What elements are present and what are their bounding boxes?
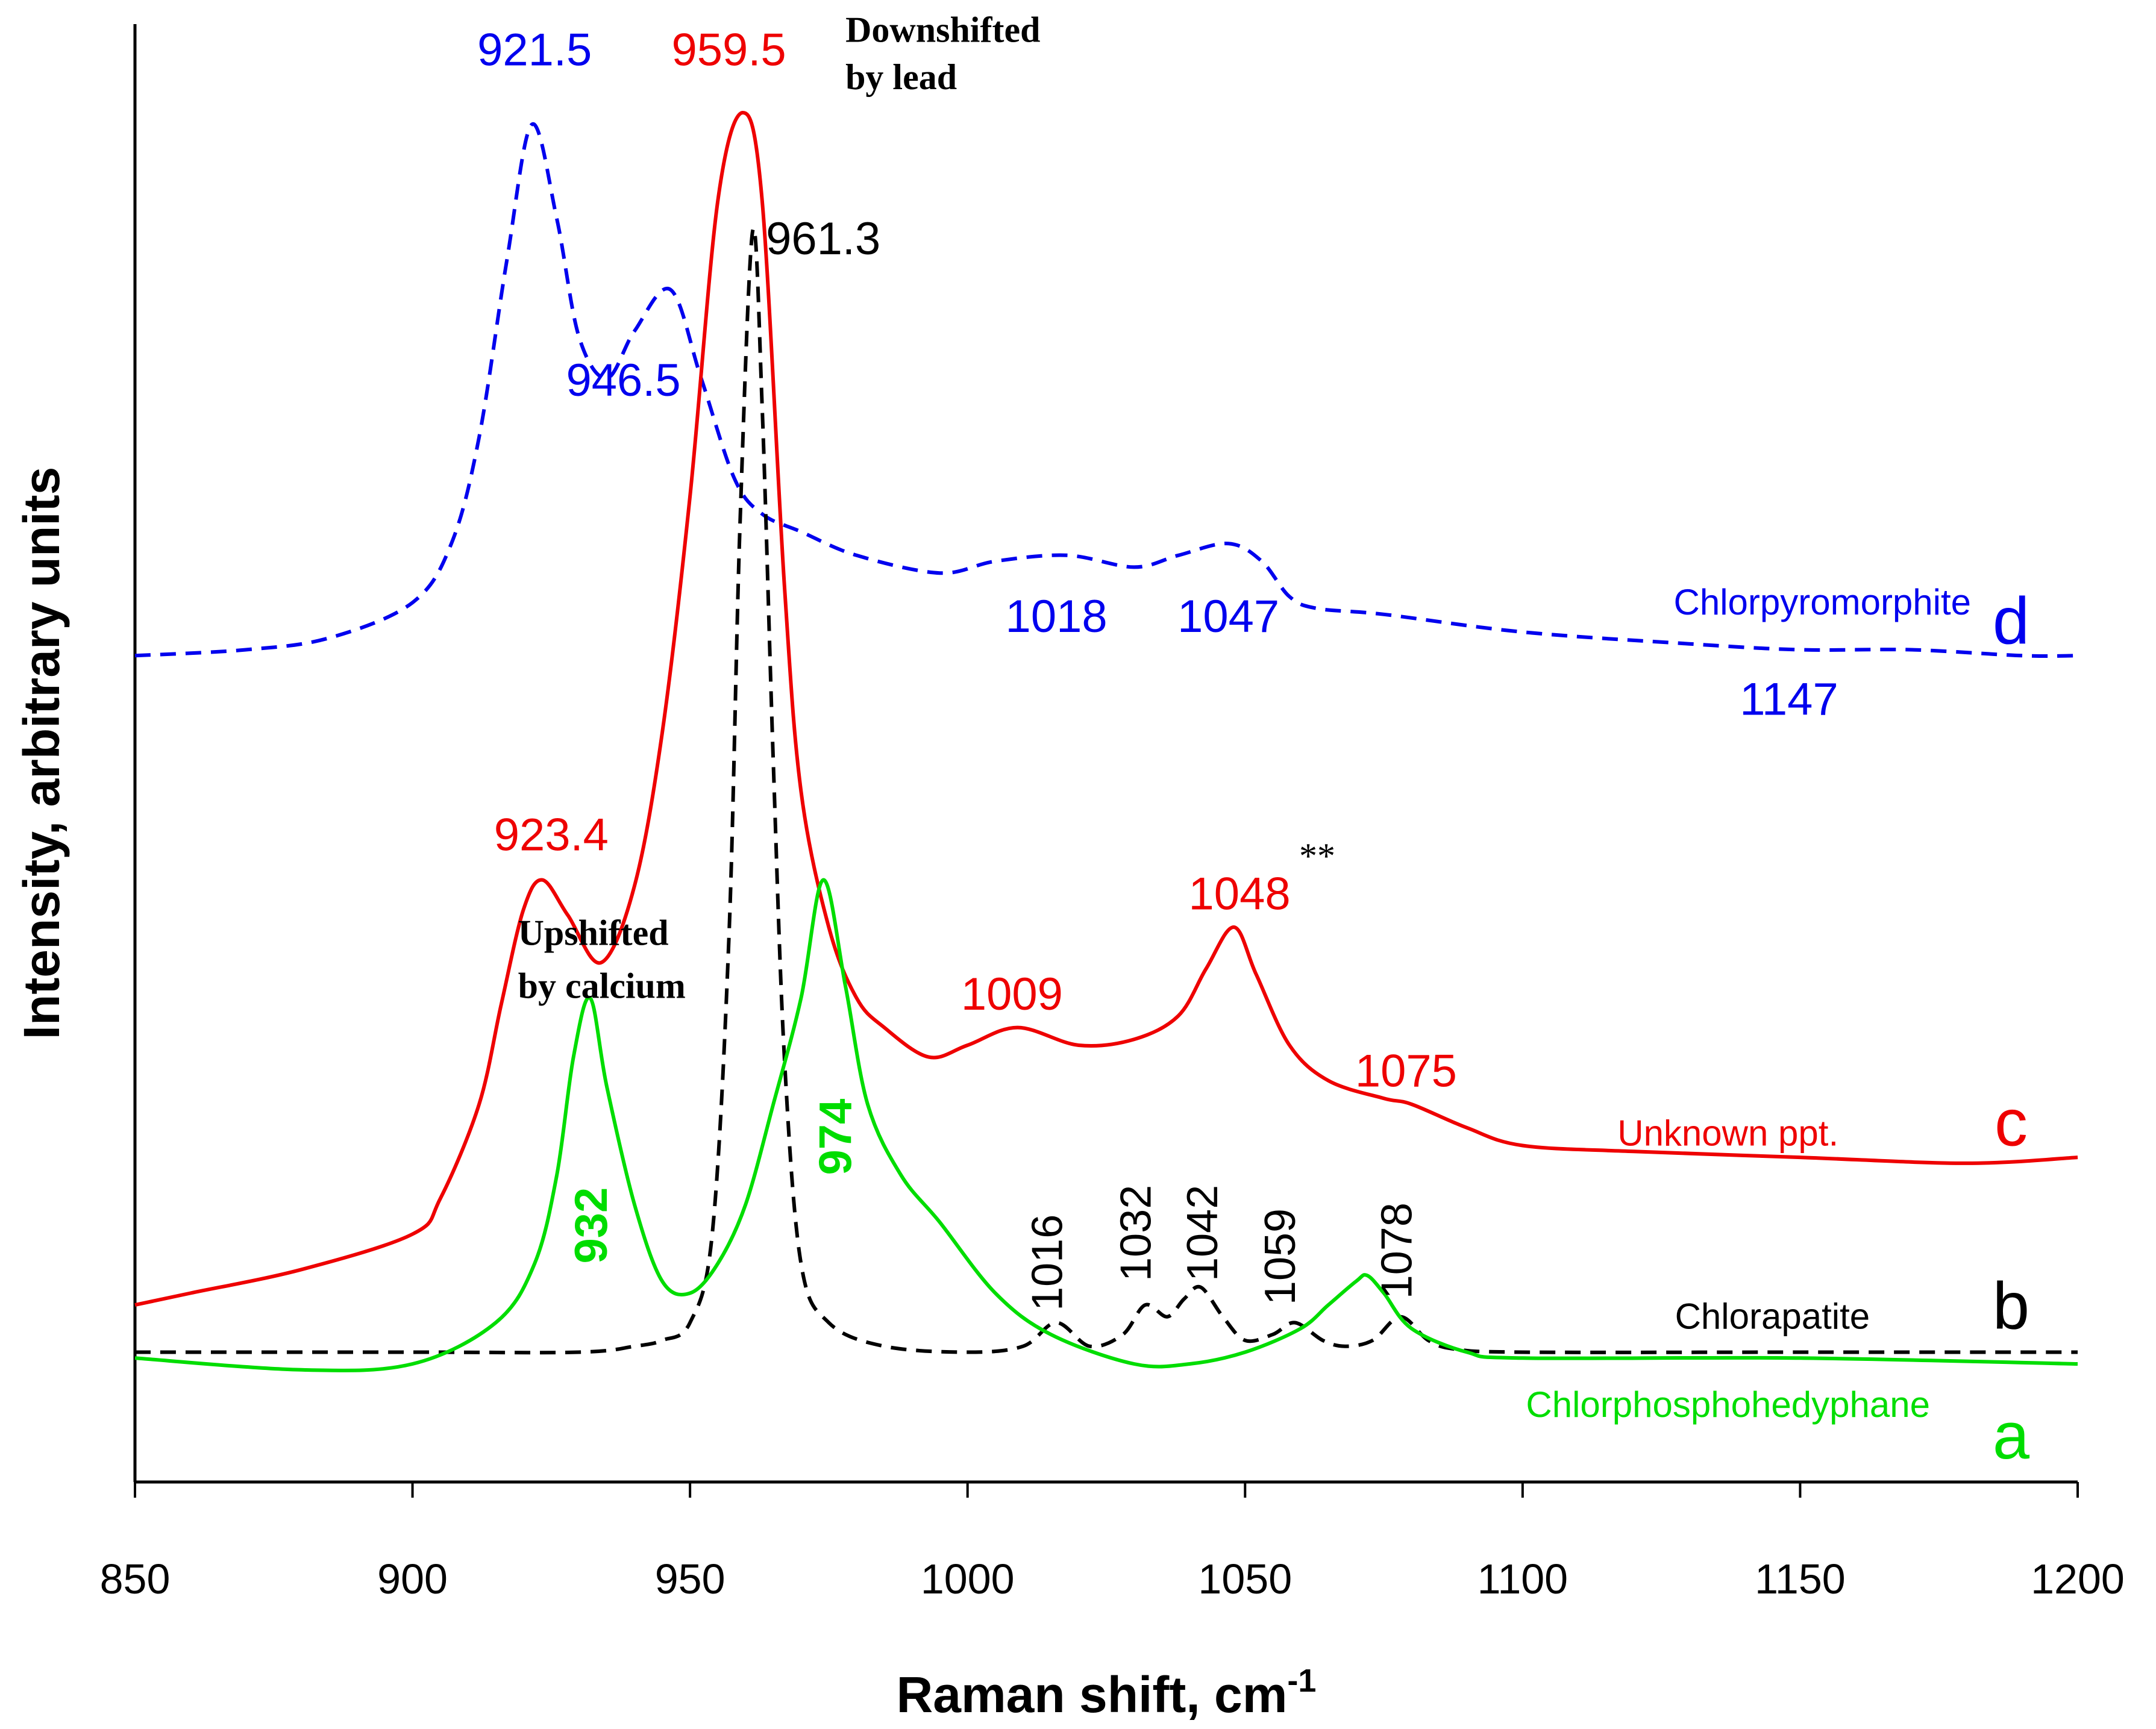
- annotation-b_961: 961.3: [766, 213, 880, 264]
- annotation-down1: Downshifted: [845, 10, 1040, 49]
- annotation-c_923: 923.4: [494, 810, 609, 861]
- annotation-d_1147: 1147: [1740, 674, 1838, 725]
- series-letter-let_a: a: [1993, 1399, 2030, 1473]
- annotation-d_1047: 1047: [1177, 591, 1279, 642]
- annotation-stars: **: [1299, 836, 1335, 876]
- annotation-c_1009: 1009: [961, 969, 1063, 1020]
- annotation-up2: by calcium: [518, 966, 686, 1006]
- x-axis-ticks: 850 900 950 1000 1050 1100 1150 1200: [100, 1482, 2125, 1602]
- series-line-d: [134, 122, 2078, 658]
- series-label-lbl_c: Unknown ppt.: [1617, 1113, 1838, 1154]
- x-tick-label: 850: [100, 1555, 171, 1602]
- series-label-lbl_d: Chlorpyromorphite: [1674, 582, 1972, 622]
- x-tick-label: 1000: [921, 1555, 1015, 1602]
- series-line-c: [134, 111, 2078, 1307]
- x-tick-label: 950: [655, 1555, 725, 1602]
- series-letter-let_d: d: [1993, 584, 2029, 658]
- annotation-c_1075: 1075: [1355, 1046, 1457, 1097]
- series-line-a: [134, 878, 2078, 1372]
- series-label-lbl_b: Chlorapatite: [1675, 1296, 1870, 1336]
- x-axis-title: Raman shift, cm-1: [897, 1663, 1317, 1723]
- x-tick-label: 1050: [1198, 1555, 1292, 1602]
- spectra-lines: [134, 111, 2078, 1372]
- x-tick-label: 1100: [1478, 1555, 1568, 1602]
- x-tick-label: 900: [377, 1555, 448, 1602]
- x-axis-title-text: Raman shift, cm: [897, 1666, 1288, 1723]
- peak-annotations: 921.5 946.5 1018 1047 1147 959.5 923.4 1009 1048…: [477, 10, 2030, 1472]
- annotation-a_974: 974: [810, 1099, 861, 1175]
- annotation-c_959: 959.5: [672, 25, 786, 76]
- annotation-b_1042: 1042: [1179, 1185, 1227, 1281]
- annotation-d_peak1: 921.5: [477, 25, 592, 76]
- annotation-b_1059: 1059: [1256, 1208, 1305, 1305]
- annotation-d_peak2: 946.5: [566, 355, 681, 406]
- annotation-down2: by lead: [845, 57, 957, 97]
- series-label-lbl_a: Chlorphosphohedyphane: [1526, 1384, 1930, 1425]
- annotation-up1: Upshifted: [518, 913, 669, 952]
- plot-frame: [133, 24, 2078, 1484]
- series-line-b: [135, 227, 2078, 1355]
- annotation-a_932: 932: [566, 1187, 617, 1264]
- annotation-c_1048: 1048: [1189, 869, 1291, 920]
- annotation-b_1078: 1078: [1373, 1202, 1421, 1299]
- x-tick-label: 1200: [2031, 1555, 2125, 1602]
- x-axis-title-superscript: -1: [1287, 1663, 1316, 1699]
- annotation-d_1018: 1018: [1006, 591, 1108, 642]
- annotation-b_1016: 1016: [1023, 1215, 1071, 1311]
- x-tick-label: 1150: [1755, 1555, 1846, 1602]
- series-letter-let_b: b: [1993, 1269, 2029, 1343]
- annotation-b_1032: 1032: [1112, 1185, 1161, 1281]
- y-axis-title: Intensity, arbitrary units: [13, 467, 70, 1040]
- series-letter-let_c: c: [1995, 1086, 2028, 1160]
